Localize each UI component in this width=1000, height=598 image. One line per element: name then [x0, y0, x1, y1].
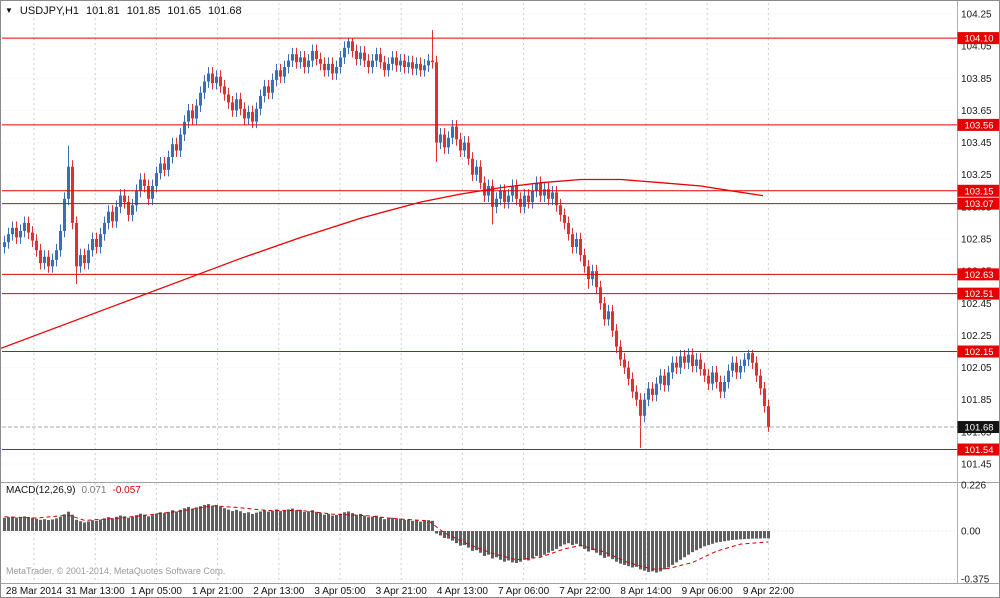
macd-signal-value: -0.057	[112, 485, 141, 496]
svg-text:31 Mar 13:00: 31 Mar 13:00	[66, 586, 125, 597]
svg-text:0.00: 0.00	[961, 527, 981, 538]
svg-text:0.226: 0.226	[961, 481, 986, 492]
copyright-text: MetaTrader, © 2001-2014, MetaQuotes Soft…	[6, 566, 226, 576]
macd-main-value: 0.071	[81, 485, 107, 496]
grid-layer	[2, 3, 957, 581]
level-price-tag: 103.56	[957, 118, 999, 131]
svg-text:103.15: 103.15	[964, 186, 993, 197]
current-price-tag: 101.68	[957, 421, 999, 434]
one-click-trading-icon[interactable]: ▼	[5, 6, 13, 15]
ohlc-close: 101.68	[208, 5, 242, 17]
svg-text:103.85: 103.85	[961, 74, 992, 85]
macd-name: MACD(12,26,9)	[6, 485, 76, 496]
svg-text:101.85: 101.85	[961, 395, 992, 406]
svg-text:101.68: 101.68	[964, 423, 993, 434]
svg-text:103.07: 103.07	[964, 199, 993, 210]
svg-text:9 Apr 22:00: 9 Apr 22:00	[743, 586, 795, 597]
svg-text:104.10: 104.10	[964, 34, 993, 45]
moving-average-line[interactable]	[1, 178, 764, 349]
svg-text:103.45: 103.45	[961, 138, 992, 149]
svg-text:101.54: 101.54	[964, 445, 993, 456]
level-price-tag: 104.10	[957, 32, 999, 45]
svg-text:102.63: 102.63	[964, 270, 993, 281]
svg-text:102.15: 102.15	[964, 347, 993, 358]
level-price-tag: 102.51	[957, 287, 999, 300]
macd-signal-line	[4, 505, 769, 570]
ohlc-open: 101.81	[86, 5, 120, 17]
chart-symbol-period: USDJPY,H1	[19, 5, 80, 17]
svg-text:102.25: 102.25	[961, 331, 992, 342]
svg-text:1 Apr 05:00: 1 Apr 05:00	[131, 586, 183, 597]
macd-histogram	[3, 504, 770, 573]
svg-text:7 Apr 06:00: 7 Apr 06:00	[498, 586, 550, 597]
svg-text:3 Apr 05:00: 3 Apr 05:00	[314, 586, 366, 597]
level-price-tag: 103.07	[957, 197, 999, 210]
svg-text:28 Mar 2014: 28 Mar 2014	[6, 586, 63, 597]
svg-text:4 Apr 13:00: 4 Apr 13:00	[437, 586, 489, 597]
svg-text:102.85: 102.85	[961, 235, 992, 246]
svg-text:104.05: 104.05	[961, 42, 992, 53]
svg-text:7 Apr 22:00: 7 Apr 22:00	[559, 586, 611, 597]
time-axis[interactable]: 28 Mar 2014 31 Mar 13:00 1 Apr 05:00 1 Apr …	[6, 586, 794, 597]
svg-text:3 Apr 21:00: 3 Apr 21:00	[376, 586, 428, 597]
level-price-tag: 102.63	[957, 268, 999, 281]
svg-text:102.05: 102.05	[961, 363, 992, 374]
svg-text:101.45: 101.45	[961, 460, 992, 471]
svg-text:103.65: 103.65	[961, 106, 992, 117]
ohlc-high: 101.85	[126, 5, 161, 17]
svg-text:102.45: 102.45	[961, 299, 992, 310]
svg-text:8 Apr 14:00: 8 Apr 14:00	[620, 586, 672, 597]
svg-text:1 Apr 21:00: 1 Apr 21:00	[192, 586, 244, 597]
svg-text:9 Apr 06:00: 9 Apr 06:00	[682, 586, 734, 597]
chart-title-bar: ▼ USDJPY,H1 101.81 101.85 101.65 101.68	[5, 5, 242, 17]
level-lines-layer[interactable]	[2, 37, 957, 451]
macd-indicator-label: MACD(12,26,9) 0.071 -0.057	[6, 485, 141, 496]
ohlc-low: 101.65	[167, 5, 201, 17]
svg-text:103.25: 103.25	[961, 170, 992, 181]
candles-layer[interactable]	[3, 30, 770, 448]
svg-text:103.56: 103.56	[964, 120, 993, 131]
svg-text:-0.375: -0.375	[961, 575, 990, 586]
price-tags: 104.10103.56103.15103.07102.63102.51102.…	[957, 32, 999, 456]
svg-text:2 Apr 13:00: 2 Apr 13:00	[253, 586, 305, 597]
level-price-tag: 101.54	[957, 443, 999, 456]
level-price-tag: 103.15	[957, 184, 999, 197]
svg-text:104.25: 104.25	[961, 10, 992, 21]
svg-text:102.51: 102.51	[964, 289, 993, 300]
level-price-tag: 102.15	[957, 345, 999, 358]
